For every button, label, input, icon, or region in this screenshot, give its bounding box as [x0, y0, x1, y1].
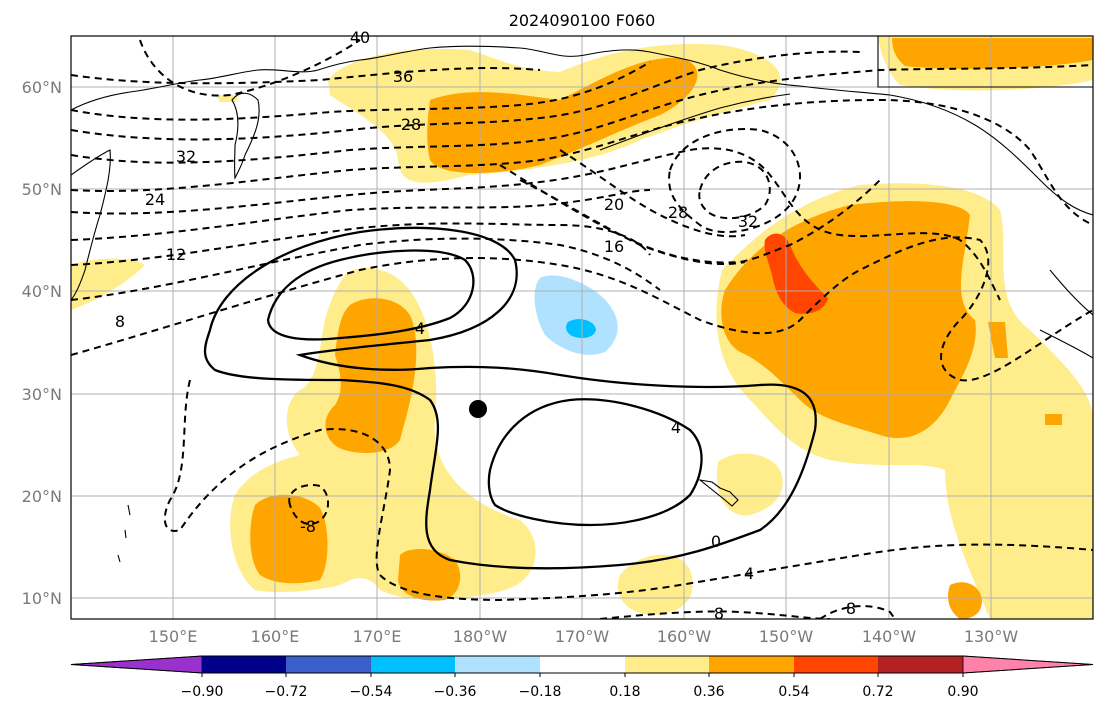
colorbar-tick-label: 0.18	[609, 684, 640, 700]
contours-positive	[203, 226, 817, 570]
lon-label: 170°W	[555, 627, 610, 646]
anomaly-red	[764, 233, 828, 314]
colorbar-tick-label: −0.90	[181, 684, 224, 700]
contour-label: 28	[401, 115, 421, 134]
coastlines	[71, 36, 1093, 563]
lon-label: 150°E	[149, 627, 198, 646]
colorbar-extend-max	[962, 655, 1094, 674]
map-frame	[70, 35, 1094, 620]
contour-label: 32	[176, 147, 196, 166]
contour-label: 32	[738, 212, 758, 231]
colorbar-bin	[709, 656, 794, 673]
lon-label: 130°W	[964, 627, 1019, 646]
colorbar-tick-label: −0.18	[519, 684, 562, 700]
colorbar-bin	[371, 656, 455, 673]
contour-label: 12	[166, 245, 186, 264]
contour-label: 28	[668, 203, 688, 222]
lon-label: 140°W	[862, 627, 917, 646]
colorbar-extend-min	[70, 655, 203, 674]
contour-label: 4	[415, 319, 425, 338]
contour-label: 4	[744, 564, 754, 583]
contour-label: -8	[300, 517, 316, 536]
anomaly-blue	[566, 319, 596, 338]
lat-label: 40°N	[22, 282, 62, 301]
contour-label: 20	[604, 195, 624, 214]
contour-label: 40	[350, 28, 370, 47]
contour-label: 16	[604, 237, 624, 256]
colorbar: −0.90 −0.72 −0.54 −0.36 −0.18 0.18 0.36 0.54 0.7…	[70, 655, 1094, 700]
contour-labels: 40 36 32 28 24 12 8 20 16 28 32 4 4 0 4 …	[115, 28, 856, 623]
latitude-labels: 60°N 50°N 40°N 30°N 20°N 10°N	[22, 78, 62, 608]
colorbar-bin	[878, 656, 963, 673]
colorbar-bin	[794, 656, 878, 673]
colorbar-bin	[286, 656, 371, 673]
lat-label: 10°N	[22, 589, 62, 608]
lon-label: 180°W	[453, 627, 508, 646]
colorbar-tick-label: 0.72	[862, 684, 893, 700]
storm-center-dot	[469, 400, 487, 418]
colorbar-tick-label: −0.54	[350, 684, 393, 700]
lon-label: 170°E	[353, 627, 402, 646]
contour-label: 8	[714, 604, 724, 623]
colorbar-tick-label: 0.90	[947, 684, 978, 700]
colorbar-tick-label: 0.36	[693, 684, 724, 700]
colorbar-bin	[540, 656, 625, 673]
contour-label: 24	[145, 190, 165, 209]
map-area	[71, 36, 1093, 619]
lat-label: 20°N	[22, 487, 62, 506]
anomaly-lightblue	[534, 275, 618, 355]
colorbar-bin	[455, 656, 540, 673]
colorbar-bin	[625, 656, 709, 673]
contours-negative	[71, 39, 1093, 619]
longitude-labels: 150°E 160°E 170°E 180°W 170°W 160°W 150°…	[149, 627, 1019, 646]
lat-label: 30°N	[22, 385, 62, 404]
contour-label: 0	[711, 532, 721, 551]
colorbar-tick-label: 0.54	[778, 684, 809, 700]
lat-label: 50°N	[22, 180, 62, 199]
contour-label: 8	[846, 599, 856, 618]
contour-label: 36	[393, 67, 413, 86]
lon-label: 150°W	[759, 627, 814, 646]
colorbar-tick-label: −0.72	[265, 684, 308, 700]
lon-label: 160°W	[657, 627, 712, 646]
graticule	[71, 36, 1093, 619]
colorbar-bin	[202, 656, 286, 673]
lat-label: 60°N	[22, 78, 62, 97]
contour-label: 8	[115, 312, 125, 331]
lon-label: 160°E	[251, 627, 300, 646]
contour-label: 4	[671, 418, 681, 437]
colorbar-tick-label: −0.36	[434, 684, 477, 700]
map-title: 2024090100 F060	[509, 11, 656, 30]
